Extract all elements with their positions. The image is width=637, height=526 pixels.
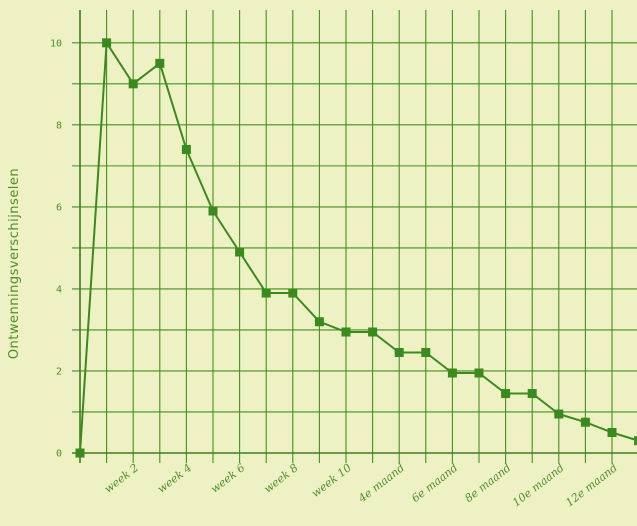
data-point <box>501 389 511 399</box>
data-point <box>421 348 431 358</box>
data-point <box>288 288 298 298</box>
data-point <box>261 288 271 298</box>
y-tick-label: 4 <box>56 284 62 295</box>
x-tick-label: week 4 <box>155 461 194 496</box>
data-point <box>474 368 484 378</box>
y-tick-label: 6 <box>56 202 62 213</box>
y-tick-label: 0 <box>56 449 62 460</box>
x-tick-label: week 10 <box>309 461 354 500</box>
data-point <box>607 427 617 437</box>
x-tick-label: week 8 <box>261 461 300 496</box>
data-point <box>128 79 138 89</box>
x-tick-label: 12e maand <box>563 461 620 509</box>
grid <box>72 10 637 463</box>
data-point <box>447 368 457 378</box>
x-tick-label: week 2 <box>102 461 141 496</box>
data-point <box>314 317 324 327</box>
data-point <box>394 348 404 358</box>
x-tick-label: 8e maand <box>462 461 513 505</box>
data-point <box>527 389 537 399</box>
y-tick-label: 8 <box>56 120 62 131</box>
x-tick-label: 6e maand <box>409 461 460 505</box>
x-tick-label: 4e maand <box>355 461 407 506</box>
data-point <box>208 206 218 216</box>
y-tick-label: 10 <box>50 38 62 49</box>
data-point <box>554 409 564 419</box>
data-point <box>235 247 245 257</box>
data-point <box>102 38 112 48</box>
data-point <box>341 327 351 337</box>
x-tick-label: week 6 <box>208 461 247 496</box>
data-point <box>75 448 85 458</box>
data-point <box>181 144 191 154</box>
data-point <box>368 327 378 337</box>
y-tick-label: 2 <box>56 366 62 377</box>
data-point <box>155 58 165 68</box>
data-point <box>580 417 590 427</box>
data-point <box>634 436 637 446</box>
series-line <box>79 41 637 454</box>
x-tick-label: 10e maand <box>510 461 567 509</box>
